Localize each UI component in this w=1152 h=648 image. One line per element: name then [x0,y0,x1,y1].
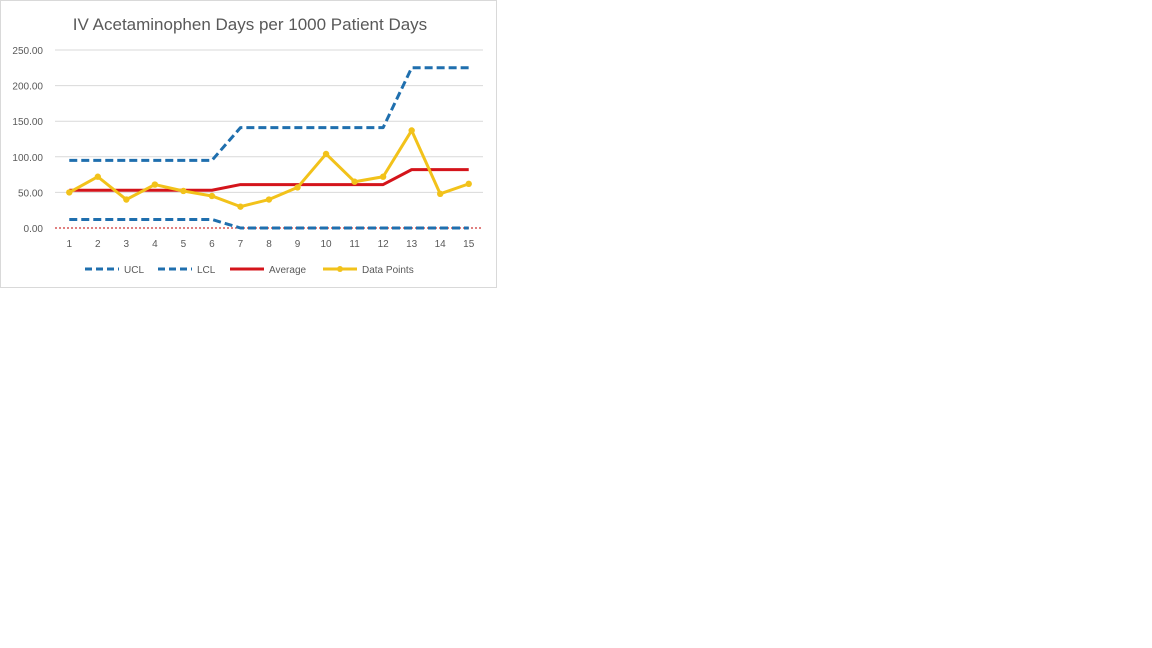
x-tick-label: 4 [152,239,158,250]
chart-title: IV Acetaminophen Days per 1000 Patient D… [73,15,427,34]
y-tick-label: 250.00 [12,46,43,57]
series-line-average [69,168,469,192]
x-tick-label: 2 [95,239,101,250]
chart-frame: IV Acetaminophen Days per 1000 Patient D… [0,0,497,288]
x-tick-label: 9 [295,239,301,250]
legend-label: LCL [197,265,216,276]
data-point-marker [180,187,187,195]
control-chart: IV Acetaminophen Days per 1000 Patient D… [12,15,483,276]
x-tick-label: 15 [463,239,475,250]
data-point-marker [351,178,358,185]
legend: UCL LCL Average Data Points [85,265,414,276]
data-point-marker [208,192,216,200]
data-point-marker [66,189,73,196]
x-tick-label: 14 [435,239,447,250]
y-tick-label: 100.00 [12,153,43,164]
series-line-data-points [68,128,470,209]
x-tick-label: 8 [266,239,272,250]
series-line-ucl [69,66,469,162]
y-tick-label: 50.00 [18,188,43,199]
y-axis-tick-labels: 0.00 50.00 100.00 150.00 200.00 250.00 [12,46,43,235]
x-tick-label: 7 [238,239,244,250]
x-tick-label: 1 [66,239,72,250]
data-point-marker [322,150,330,158]
y-tick-label: 0.00 [24,224,44,235]
data-point-marker [294,184,301,191]
data-point-marker [408,127,415,134]
data-point-marker [94,173,102,180]
data-point-marker [265,196,273,203]
x-tick-label: 12 [378,239,390,250]
series-lines [66,66,472,230]
x-tick-label: 6 [209,239,215,250]
x-tick-label: 13 [406,239,418,250]
series-line-lcl [69,217,469,230]
legend-label: Average [269,265,307,276]
y-tick-label: 200.00 [12,82,43,93]
data-point-marker [437,190,444,198]
x-tick-label: 3 [124,239,130,250]
x-axis-tick-labels: 1 2 3 4 5 6 7 8 9 10 11 12 13 14 15 [66,239,474,250]
legend-label: UCL [124,265,144,276]
legend-label: Data Points [362,265,414,276]
data-point-marker [151,181,159,188]
data-point-marker [237,203,244,210]
x-tick-label: 11 [349,239,360,250]
x-tick-label: 5 [181,239,187,250]
x-tick-label: 10 [321,239,333,250]
y-tick-label: 150.00 [12,117,43,128]
data-point-marker [379,173,387,180]
data-point-marker [123,196,130,203]
data-point-marker [465,180,472,188]
legend-marker [337,266,343,272]
